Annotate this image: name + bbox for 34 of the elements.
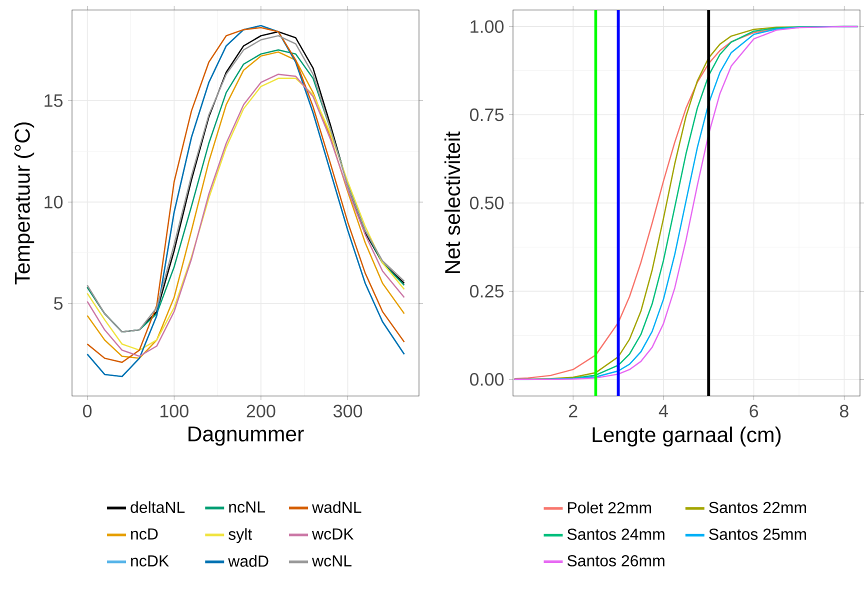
legend-label: Santos 26mm	[567, 555, 664, 566]
y-tick-label: 10	[44, 196, 63, 208]
y-tick-label: 0.50	[470, 196, 504, 210]
legend-label: ncD	[131, 528, 158, 540]
y-axis-title: Temperatuur (°C)	[14, 122, 34, 284]
x-tick-label: 2	[568, 404, 578, 418]
legend-label: Santos 22mm	[709, 502, 806, 514]
legend-label: wadNL	[312, 501, 362, 513]
x-tick-label: 200	[246, 404, 276, 418]
x-tick-label: 300	[333, 404, 362, 418]
y-tick-label: 0.75	[470, 108, 504, 122]
y-axis-title: Net selectiviteit	[444, 131, 460, 273]
y-tick-label: 1.00	[470, 20, 504, 33]
y-tick-label: 0.25	[470, 284, 504, 298]
y-tick-label: 0.00	[470, 373, 504, 386]
y-tick-label: 5	[54, 297, 63, 310]
legend-label: ncNL	[229, 502, 265, 513]
legend-label: wcNL	[312, 555, 352, 567]
legend-label: Polet 22mm	[568, 502, 652, 514]
legend-label: sylt	[228, 528, 252, 544]
legend-label: Santos 24mm	[567, 528, 664, 540]
x-axis-title: Dagnummer	[188, 426, 304, 446]
x-tick-label: 4	[658, 404, 668, 418]
y-tick-label: 15	[44, 94, 63, 107]
legend-label: deltaNL	[130, 501, 185, 513]
x-axis-title: Lengte garnaal (cm)	[592, 426, 781, 446]
legend-label: wcDK	[312, 528, 354, 540]
legend-label: wadD	[228, 555, 268, 567]
legend-label: ncDK	[131, 555, 169, 567]
x-tick-label: 100	[160, 404, 188, 418]
legend-label: Santos 25mm	[709, 528, 806, 540]
x-tick-label: 8	[840, 404, 848, 418]
x-tick-label: 0	[82, 404, 92, 418]
x-tick-label: 6	[750, 404, 758, 418]
